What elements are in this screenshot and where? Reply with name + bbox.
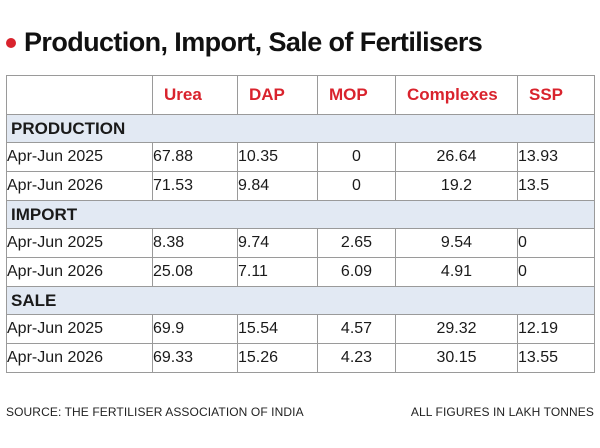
cell-complexes: 26.64 bbox=[395, 142, 518, 172]
header-row: Urea DAP MOP Complexes SSP bbox=[6, 75, 595, 115]
cell-urea: 71.53 bbox=[152, 171, 238, 201]
cell-urea: 8.38 bbox=[152, 228, 238, 258]
column-header-mop: MOP bbox=[317, 75, 396, 115]
section-row-import: IMPORT bbox=[6, 200, 595, 229]
table-row: Apr-Jun 2026 71.53 9.84 0 19.2 13.5 bbox=[6, 171, 595, 201]
section-label: SALE bbox=[6, 286, 595, 315]
cell-ssp: 13.5 bbox=[517, 171, 595, 201]
cell-dap: 7.11 bbox=[237, 257, 318, 287]
cell-complexes: 19.2 bbox=[395, 171, 518, 201]
row-label: Apr-Jun 2025 bbox=[6, 314, 153, 344]
section-label: PRODUCTION bbox=[6, 114, 595, 143]
row-label: Apr-Jun 2025 bbox=[6, 142, 153, 172]
row-label: Apr-Jun 2026 bbox=[6, 343, 153, 373]
table-row: Apr-Jun 2025 69.9 15.54 4.57 29.32 12.19 bbox=[6, 314, 595, 344]
column-header-ssp: SSP bbox=[517, 75, 595, 115]
cell-complexes: 30.15 bbox=[395, 343, 518, 373]
cell-complexes: 4.91 bbox=[395, 257, 518, 287]
units-note: ALL FIGURES IN LAKH TONNES bbox=[410, 405, 594, 419]
fertiliser-table: Urea DAP MOP Complexes SSP PRODUCTION Ap… bbox=[6, 75, 595, 373]
row-label: Apr-Jun 2026 bbox=[6, 257, 153, 287]
source-note: SOURCE: THE FERTILISER ASSOCIATION OF IN… bbox=[6, 405, 304, 419]
table-row: Apr-Jun 2026 69.33 15.26 4.23 30.15 13.5… bbox=[6, 343, 595, 373]
cell-dap: 9.74 bbox=[237, 228, 318, 258]
cell-ssp: 0 bbox=[517, 257, 595, 287]
cell-ssp: 0 bbox=[517, 228, 595, 258]
cell-complexes: 29.32 bbox=[395, 314, 518, 344]
footer: SOURCE: THE FERTILISER ASSOCIATION OF IN… bbox=[6, 405, 594, 419]
cell-urea: 69.9 bbox=[152, 314, 238, 344]
cell-dap: 9.84 bbox=[237, 171, 318, 201]
cell-mop: 2.65 bbox=[317, 228, 396, 258]
page-title: Production, Import, Sale of Fertilisers bbox=[24, 26, 483, 57]
bullet-dot-icon bbox=[6, 38, 16, 48]
cell-complexes: 9.54 bbox=[395, 228, 518, 258]
column-header-complexes: Complexes bbox=[395, 75, 518, 115]
cell-ssp: 13.55 bbox=[517, 343, 595, 373]
section-row-sale: SALE bbox=[6, 286, 595, 315]
cell-mop: 4.57 bbox=[317, 314, 396, 344]
section-row-production: PRODUCTION bbox=[6, 114, 595, 143]
cell-ssp: 12.19 bbox=[517, 314, 595, 344]
cell-dap: 10.35 bbox=[237, 142, 318, 172]
row-label: Apr-Jun 2025 bbox=[6, 228, 153, 258]
cell-urea: 25.08 bbox=[152, 257, 238, 287]
cell-ssp: 13.93 bbox=[517, 142, 595, 172]
column-header-urea: Urea bbox=[152, 75, 238, 115]
cell-mop: 0 bbox=[317, 142, 396, 172]
header-corner-cell bbox=[6, 75, 153, 115]
cell-mop: 4.23 bbox=[317, 343, 396, 373]
table-row: Apr-Jun 2026 25.08 7.11 6.09 4.91 0 bbox=[6, 257, 595, 287]
section-label: IMPORT bbox=[6, 200, 595, 229]
cell-dap: 15.26 bbox=[237, 343, 318, 373]
table-row: Apr-Jun 2025 8.38 9.74 2.65 9.54 0 bbox=[6, 228, 595, 258]
cell-mop: 6.09 bbox=[317, 257, 396, 287]
cell-dap: 15.54 bbox=[237, 314, 318, 344]
cell-mop: 0 bbox=[317, 171, 396, 201]
table-row: Apr-Jun 2025 67.88 10.35 0 26.64 13.93 bbox=[6, 142, 595, 172]
column-header-dap: DAP bbox=[237, 75, 318, 115]
title-row: Production, Import, Sale of Fertilisers bbox=[6, 22, 483, 62]
cell-urea: 67.88 bbox=[152, 142, 238, 172]
row-label: Apr-Jun 2026 bbox=[6, 171, 153, 201]
cell-urea: 69.33 bbox=[152, 343, 238, 373]
